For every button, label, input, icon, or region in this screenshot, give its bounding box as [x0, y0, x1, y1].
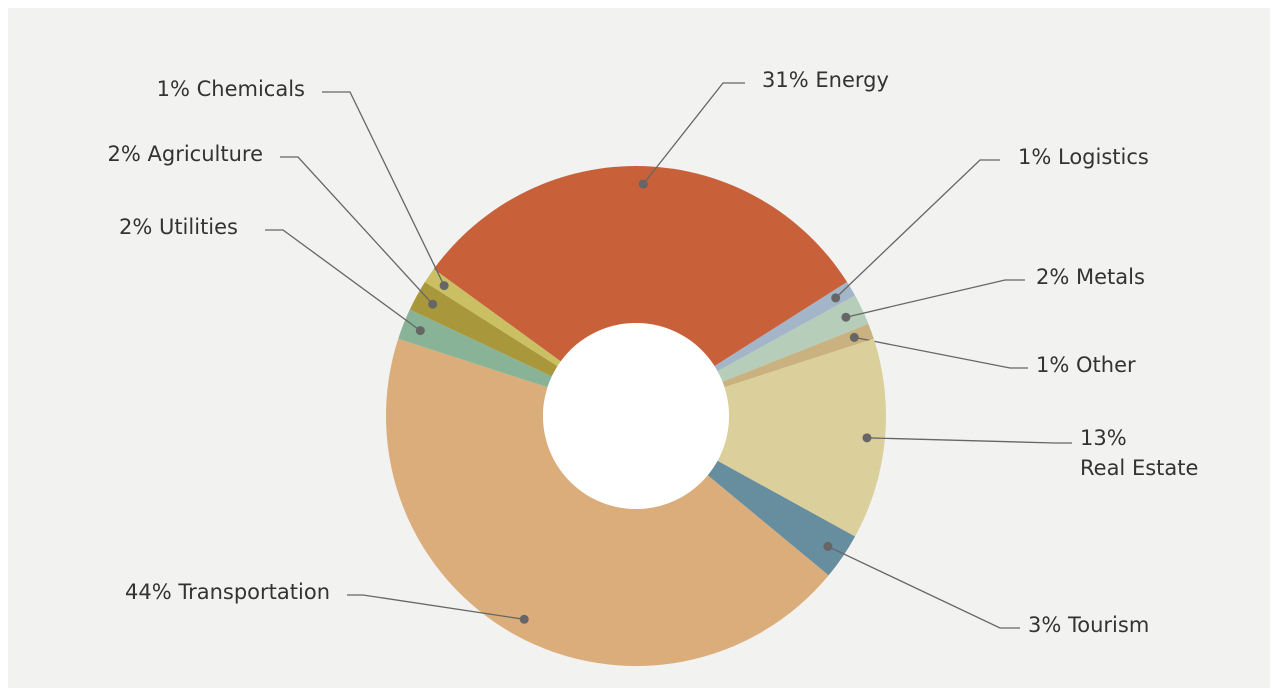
donut-hole — [543, 323, 729, 509]
leader-line — [854, 336, 1028, 369]
slice-name: Chemicals — [190, 77, 305, 101]
leader-line — [866, 437, 1072, 444]
slice-label: 2% Metals — [1036, 265, 1145, 289]
leader-dot — [823, 541, 833, 551]
slice-label: Real Estate — [1080, 456, 1198, 480]
slice — [409, 282, 558, 377]
slice-name: Transportation — [172, 580, 330, 604]
leader-dot — [415, 326, 425, 336]
slice-percent: 44% — [125, 580, 172, 604]
leader-line — [827, 545, 1020, 629]
leader-dot — [841, 312, 851, 322]
slice-name: Other — [1069, 353, 1136, 377]
slice-label: 31% Energy — [762, 68, 889, 92]
slice-name: Energy — [809, 68, 889, 92]
leader-dot — [862, 433, 872, 443]
slice — [424, 269, 561, 367]
slice-percent: 2% — [1036, 265, 1069, 289]
slice — [714, 282, 856, 372]
leader-line — [265, 229, 421, 332]
slice-percent: 31% — [762, 68, 809, 92]
leader-line — [642, 82, 745, 185]
slice — [398, 309, 552, 388]
leader-dot — [439, 281, 449, 291]
slice-percent: 1% — [1036, 353, 1069, 377]
leader-line — [347, 594, 525, 620]
slice-name: Logistics — [1051, 145, 1149, 169]
slice-name: Metals — [1069, 265, 1145, 289]
leader-dot — [638, 179, 648, 189]
slice-label: 1% Other — [1036, 353, 1136, 377]
slice — [717, 295, 869, 382]
slice-percent: 13% — [1080, 426, 1127, 450]
leader-line — [322, 91, 445, 286]
slice-label: 1% Logistics — [1018, 145, 1149, 169]
slice — [433, 165, 848, 367]
slice-percent: 3% — [1028, 613, 1061, 637]
slice-label: 2% Utilities — [119, 215, 238, 239]
leader-dot — [831, 293, 841, 303]
slice-label: 44% Transportation — [125, 580, 330, 604]
slice-label: 2% Agriculture — [108, 142, 264, 166]
slice — [385, 338, 829, 667]
leader-line — [845, 279, 1025, 318]
leader-dot — [849, 332, 859, 342]
slice-percent: 1% — [157, 77, 190, 101]
slice-name: Agriculture — [141, 142, 263, 166]
slice — [722, 323, 874, 388]
slice-name: Utilities — [152, 215, 238, 239]
slice — [707, 460, 856, 576]
leader-dot — [428, 299, 438, 309]
slice-label: 1% Chemicals — [157, 77, 305, 101]
slice-label: 3% Tourism — [1028, 613, 1149, 637]
leader-dot — [519, 614, 529, 624]
slice-percent: 2% — [108, 142, 141, 166]
slice-percent: 2% — [119, 215, 152, 239]
slice — [717, 338, 886, 537]
leader-line — [280, 156, 434, 305]
slice-percent: 1% — [1018, 145, 1051, 169]
slice-name: Tourism — [1061, 613, 1149, 637]
leader-line — [835, 159, 1000, 299]
